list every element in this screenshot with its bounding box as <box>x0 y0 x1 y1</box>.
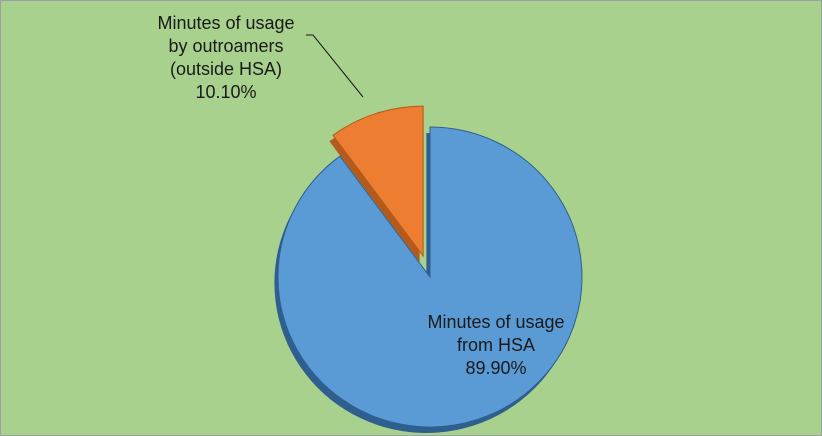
data-label-hsa: Minutes of usage from HSA 89.90% <box>381 311 611 380</box>
data-label-outroamers-line-1: Minutes of usage <box>157 13 295 33</box>
data-label-outroamers-line-3: (outside HSA) <box>169 59 283 79</box>
data-label-hsa-line-2: from HSA <box>456 335 535 355</box>
pie-slices <box>274 105 583 434</box>
data-label-hsa-value: 89.90% <box>465 358 527 378</box>
data-label-outroamers: Minutes of usage by outroamers (outside … <box>131 12 321 104</box>
leader-line-outroamers-segment <box>312 34 364 98</box>
pie-slice-outroamers <box>332 105 424 258</box>
data-label-hsa-line-1: Minutes of usage <box>427 312 565 332</box>
data-label-outroamers-value: 10.10% <box>195 82 257 102</box>
pie-slice-hsa <box>277 126 583 428</box>
data-label-outroamers-line-2: by outroamers <box>168 36 284 56</box>
